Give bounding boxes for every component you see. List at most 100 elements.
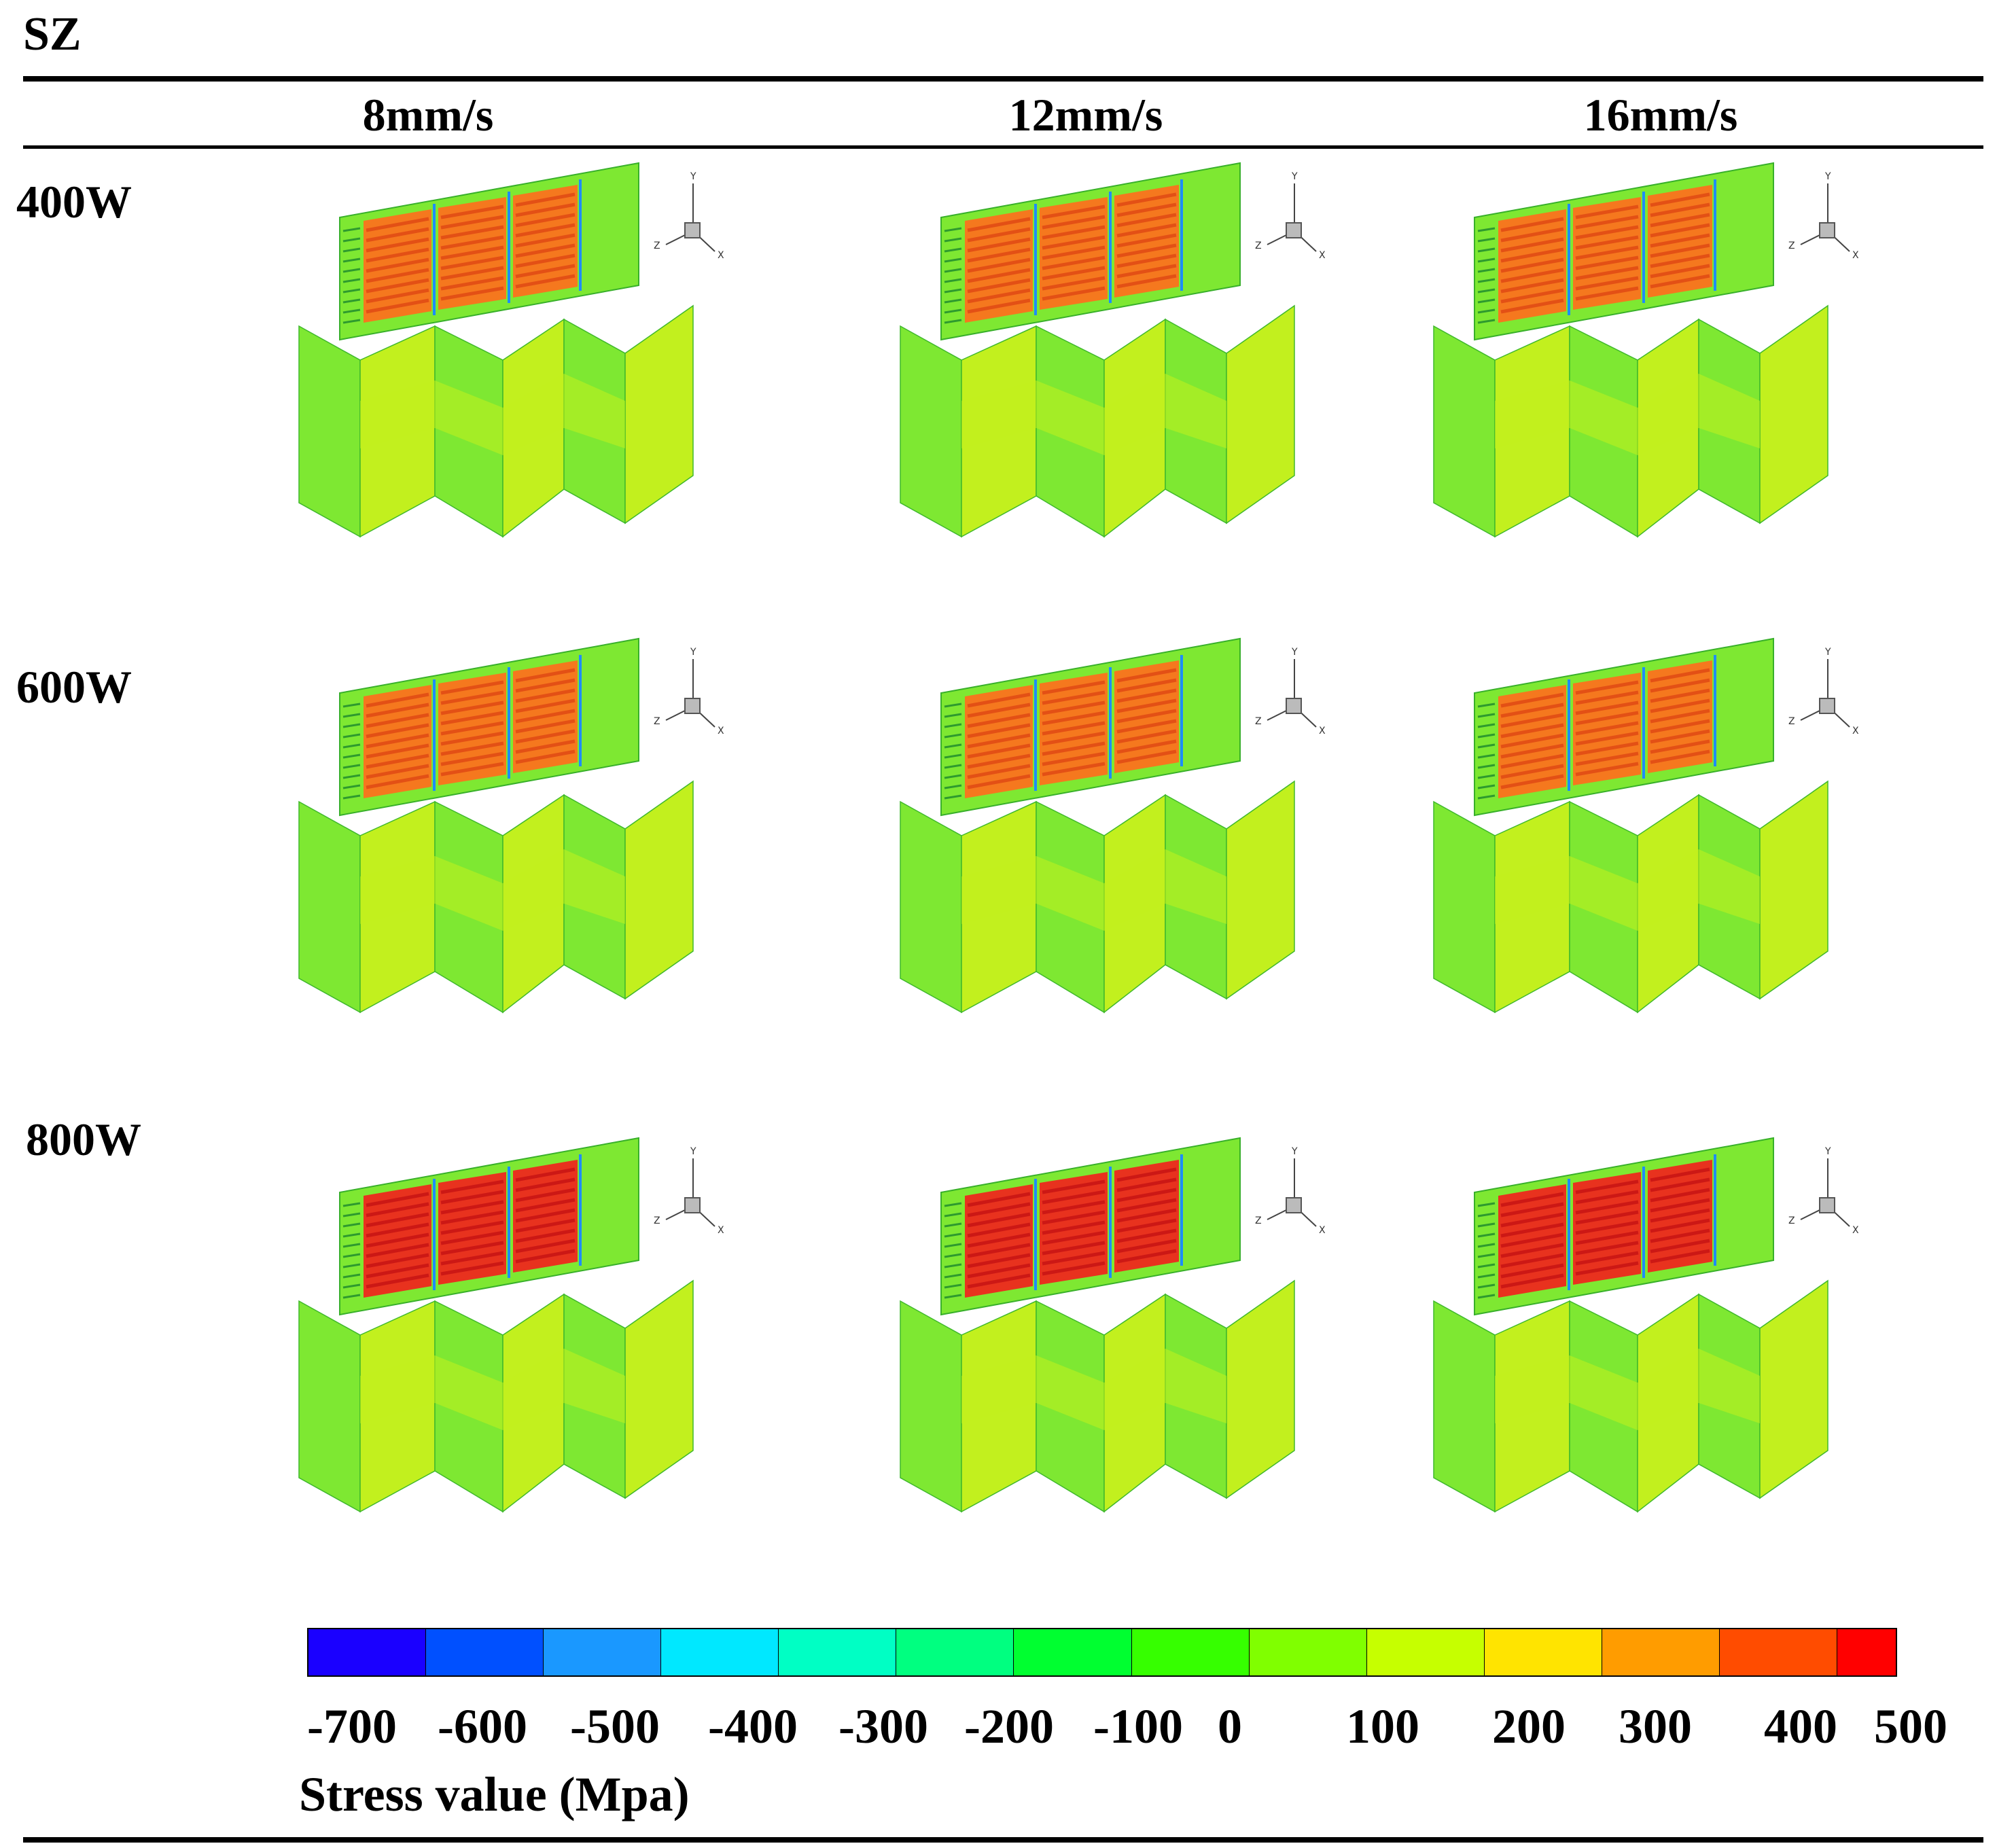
axis-label-z: Z <box>1255 716 1262 727</box>
axis-label-y: Y <box>690 647 696 658</box>
substrate-fins <box>298 1279 694 1513</box>
axis-triad-icon: Y Z X <box>1255 1146 1326 1236</box>
bottom-rule <box>23 1837 1983 1843</box>
stress-panel-800w-12mm-s: Y Z X <box>860 1131 1471 1566</box>
axis-label-y: Y <box>1824 1146 1831 1157</box>
colorbar-tick: 200 <box>1492 1699 1566 1754</box>
axis-label-x: X <box>1319 726 1326 736</box>
axis-label-y: Y <box>1291 647 1298 658</box>
axis-triad-icon: Y Z X <box>654 171 724 261</box>
colorbar-swatch <box>1602 1629 1720 1675</box>
deposited-wall <box>339 162 639 341</box>
substrate-fins <box>900 780 1295 1014</box>
stress-panel-600w-12mm-s: Y Z X <box>860 632 1471 1067</box>
colorbar-swatch <box>426 1629 544 1675</box>
colorbar-swatch <box>1484 1629 1602 1675</box>
axis-label-z: Z <box>654 1215 660 1226</box>
axis-label-y: Y <box>1824 171 1831 182</box>
row-label-800w: 800W <box>26 1114 141 1165</box>
stress-panel-800w-8mm-s: Y Z X <box>258 1131 870 1566</box>
deposited-wall <box>339 637 639 817</box>
axis-label-x: X <box>1852 250 1859 261</box>
stress-panel-400w-12mm-s: Y Z X <box>860 156 1471 591</box>
axis-triad-icon: Y Z X <box>1255 171 1326 261</box>
axis-triad-icon: Y Z X <box>1255 647 1326 736</box>
stress-panel-400w-16mm-s: Y Z X <box>1393 156 1997 591</box>
column-label-16mm-s: 16mm/s <box>1583 89 1738 141</box>
substrate-fins <box>298 780 694 1014</box>
colorbar-tick: 0 <box>1218 1699 1242 1754</box>
colorbar-tick: 300 <box>1619 1699 1692 1754</box>
colorbar-swatch <box>661 1629 779 1675</box>
axis-triad-icon: Y Z X <box>1788 171 1859 261</box>
figure-title: SZ <box>23 8 82 60</box>
stress-panel-800w-16mm-s: Y Z X <box>1393 1131 1997 1566</box>
axis-triad-icon: Y Z X <box>1788 647 1859 736</box>
deposited-wall <box>940 1137 1241 1316</box>
axis-label-x: X <box>718 1225 724 1236</box>
column-label-8mm-s: 8mm/s <box>362 89 494 141</box>
substrate-fins <box>1433 780 1828 1014</box>
axis-label-z: Z <box>1255 1215 1262 1226</box>
colorbar-tick: -400 <box>708 1699 798 1754</box>
deposited-wall <box>339 1137 639 1316</box>
colorbar-swatch <box>779 1629 897 1675</box>
colorbar-swatch <box>1014 1629 1132 1675</box>
axis-label-y: Y <box>1291 171 1298 182</box>
top-rule <box>23 76 1983 82</box>
axis-triad-icon: Y Z X <box>1788 1146 1859 1236</box>
colorbar-swatch <box>896 1629 1014 1675</box>
axis-label-z: Z <box>1788 716 1795 727</box>
substrate-fins <box>1433 1279 1828 1513</box>
axis-label-x: X <box>718 250 724 261</box>
axis-label-x: X <box>1852 1225 1859 1236</box>
colorbar-swatch <box>308 1629 427 1675</box>
colorbar-tick: -200 <box>964 1699 1054 1754</box>
colorbar-tick: -100 <box>1093 1699 1183 1754</box>
colorbar-swatch <box>1366 1629 1485 1675</box>
colorbar-tick: 400 <box>1764 1699 1837 1754</box>
axis-label-z: Z <box>1788 1215 1795 1226</box>
colorbar-tick: 100 <box>1346 1699 1419 1754</box>
header-rule <box>23 145 1983 149</box>
stress-panel-400w-8mm-s: Y Z X <box>258 156 870 591</box>
colorbar-tick: -600 <box>438 1699 527 1754</box>
colorbar-swatch <box>1131 1629 1250 1675</box>
row-label-600w: 600W <box>16 661 132 713</box>
stress-colorbar <box>307 1628 1897 1677</box>
axis-label-x: X <box>1319 250 1326 261</box>
colorbar-swatch <box>1719 1629 1838 1675</box>
axis-label-y: Y <box>690 171 696 182</box>
deposited-wall <box>1474 162 1774 341</box>
colorbar-ticks: -700 -600 -500 -400 -300 -200 -100 0 100… <box>0 1699 1997 1760</box>
deposited-wall <box>1474 637 1774 817</box>
colorbar-title: Stress value (Mpa) <box>299 1767 690 1822</box>
axis-label-y: Y <box>690 1146 696 1157</box>
substrate-fins <box>900 1279 1295 1513</box>
axis-label-x: X <box>1852 726 1859 736</box>
colorbar-swatch <box>544 1629 662 1675</box>
colorbar-swatch <box>1249 1629 1367 1675</box>
colorbar-tick: -500 <box>570 1699 660 1754</box>
column-label-12mm-s: 12mm/s <box>1008 89 1163 141</box>
substrate-fins <box>1433 304 1828 538</box>
axis-label-y: Y <box>1291 1146 1298 1157</box>
deposited-wall <box>940 162 1241 341</box>
stress-panel-600w-16mm-s: Y Z X <box>1393 632 1997 1067</box>
deposited-wall <box>1474 1137 1774 1316</box>
stress-panel-600w-8mm-s: Y Z X <box>258 632 870 1067</box>
axis-label-z: Z <box>1788 241 1795 251</box>
substrate-fins <box>900 304 1295 538</box>
axis-label-z: Z <box>654 716 660 727</box>
axis-label-x: X <box>1319 1225 1326 1236</box>
axis-label-y: Y <box>1824 647 1831 658</box>
axis-label-x: X <box>718 726 724 736</box>
axis-label-z: Z <box>1255 241 1262 251</box>
colorbar-tick: 500 <box>1874 1699 1947 1754</box>
axis-triad-icon: Y Z X <box>654 647 724 736</box>
axis-triad-icon: Y Z X <box>654 1146 724 1236</box>
deposited-wall <box>940 637 1241 817</box>
colorbar-swatch <box>1837 1629 1896 1675</box>
axis-label-z: Z <box>654 241 660 251</box>
